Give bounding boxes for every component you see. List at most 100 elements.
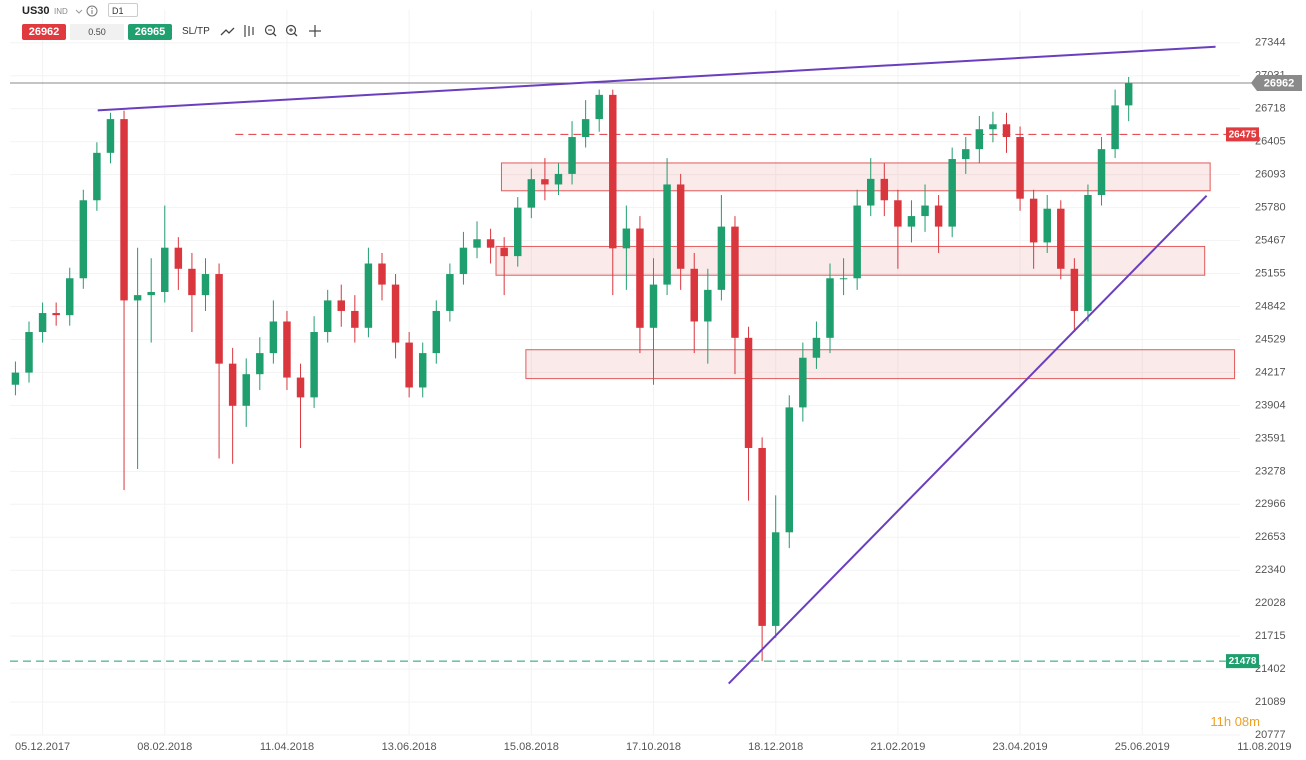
x-tick-label: 08.02.2018 [137, 741, 192, 753]
candle [853, 189, 861, 290]
y-tick-label: 25467 [1255, 235, 1286, 247]
candle-countdown: 11h 08m [1210, 714, 1260, 729]
candle [486, 228, 495, 264]
candle-body [378, 263, 386, 285]
candle [52, 302, 60, 326]
candle-body [554, 173, 563, 185]
candle [201, 258, 210, 311]
candle-body [812, 337, 821, 358]
candle-body [962, 149, 970, 160]
candle-body [609, 94, 617, 249]
y-tick-label: 26718 [1255, 103, 1286, 115]
candle-body [256, 353, 264, 375]
candle [256, 337, 264, 390]
candle [541, 158, 549, 201]
y-tick-label: 22028 [1255, 597, 1286, 609]
current-price-tag [1251, 75, 1302, 92]
candle [1084, 184, 1092, 322]
candle [514, 197, 522, 267]
level-tag [1226, 127, 1259, 142]
candle [228, 347, 237, 464]
candle [921, 184, 929, 232]
y-tick-label: 23278 [1255, 465, 1286, 477]
x-tick-label: 25.06.2019 [1115, 741, 1170, 753]
y-tick-label: 23591 [1255, 432, 1286, 444]
candle-body [310, 332, 318, 398]
candle-body [1111, 105, 1119, 150]
y-tick-label: 21402 [1255, 663, 1286, 675]
candle [242, 358, 250, 427]
candle [38, 302, 47, 343]
candle [1016, 126, 1024, 211]
candle-body [188, 268, 196, 296]
candle [418, 342, 427, 398]
candle-body [1084, 194, 1092, 311]
candle [866, 158, 875, 217]
symbol[interactable]: US30 [22, 5, 50, 17]
candle-body [921, 205, 929, 217]
candle-body [473, 239, 481, 248]
candle [1057, 200, 1065, 280]
candle-body [514, 207, 522, 257]
candle [1029, 189, 1038, 269]
candle-body [622, 228, 631, 249]
sell-button[interactable]: 26962 [22, 24, 66, 40]
candle [826, 263, 834, 354]
x-tick-label: 17.10.2018 [626, 741, 681, 753]
x-tick-label: 15.08.2018 [504, 741, 559, 753]
candle [744, 326, 753, 501]
candle [934, 194, 943, 253]
candle-body [989, 124, 997, 130]
candle-body [880, 178, 889, 201]
candle [690, 252, 698, 354]
x-tick-label: 13.06.2018 [382, 741, 437, 753]
y-tick-label: 22340 [1255, 564, 1286, 576]
x-tick-label: 05.12.2017 [15, 741, 70, 753]
y-tick-label: 20777 [1255, 729, 1286, 741]
trendline [97, 45, 1216, 112]
candle [93, 142, 101, 211]
candle [731, 216, 739, 375]
candle [989, 111, 997, 143]
y-tick-label: 21089 [1255, 696, 1286, 708]
y-tick-label: 26405 [1255, 136, 1286, 148]
candle [323, 289, 332, 343]
candle [133, 247, 142, 470]
candle-body [581, 119, 590, 138]
price-zone [495, 245, 1206, 276]
candle [609, 89, 617, 296]
tool-icons[interactable] [218, 22, 328, 42]
candle-body [1097, 149, 1106, 195]
sltp-button[interactable]: SL/TP [182, 26, 210, 37]
candle-body [133, 295, 142, 301]
candle [636, 216, 644, 354]
candle [1070, 258, 1079, 333]
candle [622, 205, 631, 290]
x-tick-label: 11.08.2019 [1237, 741, 1291, 753]
candle [25, 321, 33, 383]
candle [161, 205, 169, 303]
candle [554, 163, 563, 195]
candle-body [975, 129, 984, 150]
y-tick-label: 24217 [1255, 366, 1286, 378]
candle [663, 158, 671, 296]
candle-body [907, 216, 916, 227]
candle [215, 263, 223, 459]
candle-body [595, 94, 603, 120]
candle-body [215, 274, 223, 364]
timeframe[interactable]: D1 [108, 3, 138, 17]
candle [120, 110, 128, 491]
candle-body [1057, 208, 1065, 269]
spread: 0.50 [70, 24, 124, 40]
candle-body [568, 137, 576, 174]
candle [568, 121, 576, 185]
candle [758, 437, 766, 662]
candle [79, 189, 88, 289]
info-icons[interactable] [74, 5, 104, 17]
y-tick-label: 26093 [1255, 169, 1286, 181]
candle-body [799, 357, 807, 408]
y-tick-label: 25155 [1255, 267, 1286, 279]
buy-button[interactable]: 26965 [128, 24, 172, 40]
candle [595, 89, 603, 132]
